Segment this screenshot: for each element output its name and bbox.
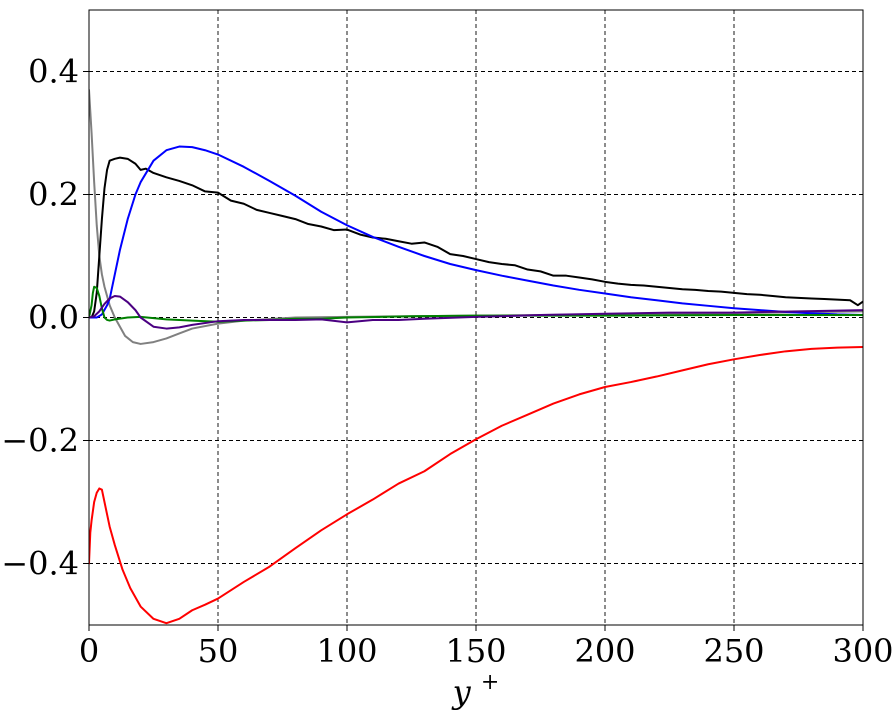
- series-line-2: [89, 156, 863, 319]
- series-lines: [89, 88, 863, 625]
- x-tick-label: 300: [832, 632, 893, 670]
- svg-text:y +: y +: [451, 670, 500, 711]
- series-line-5: [89, 285, 863, 323]
- y-tick-label: −0.2: [1, 422, 79, 460]
- tick-marks-and-labels: 0 50 100 150 200 250 300 −0.4 −0.2 0.0 0.2 0.4: [1, 53, 893, 671]
- x-tick-label: 150: [445, 632, 506, 670]
- y-tick-label: 0.4: [28, 53, 79, 91]
- x-tick-label: 50: [198, 632, 239, 670]
- x-tick-label: 100: [316, 632, 377, 670]
- series-line-4: [89, 346, 863, 625]
- x-tick-label: 200: [574, 632, 635, 670]
- series-line-3: [89, 145, 863, 319]
- x-axis-title-main: y: [451, 673, 472, 711]
- y-tick-label: −0.4: [1, 545, 79, 583]
- x-tick-label: 0: [79, 632, 99, 670]
- series-line-6: [89, 294, 863, 330]
- grid-lines: [89, 10, 863, 625]
- x-axis-title-superscript: +: [481, 670, 499, 695]
- x-axis-title: y +: [451, 670, 500, 711]
- y-tick-label: 0.2: [28, 176, 79, 214]
- x-tick-label: 250: [703, 632, 764, 670]
- y-tick-label: 0.0: [28, 299, 79, 337]
